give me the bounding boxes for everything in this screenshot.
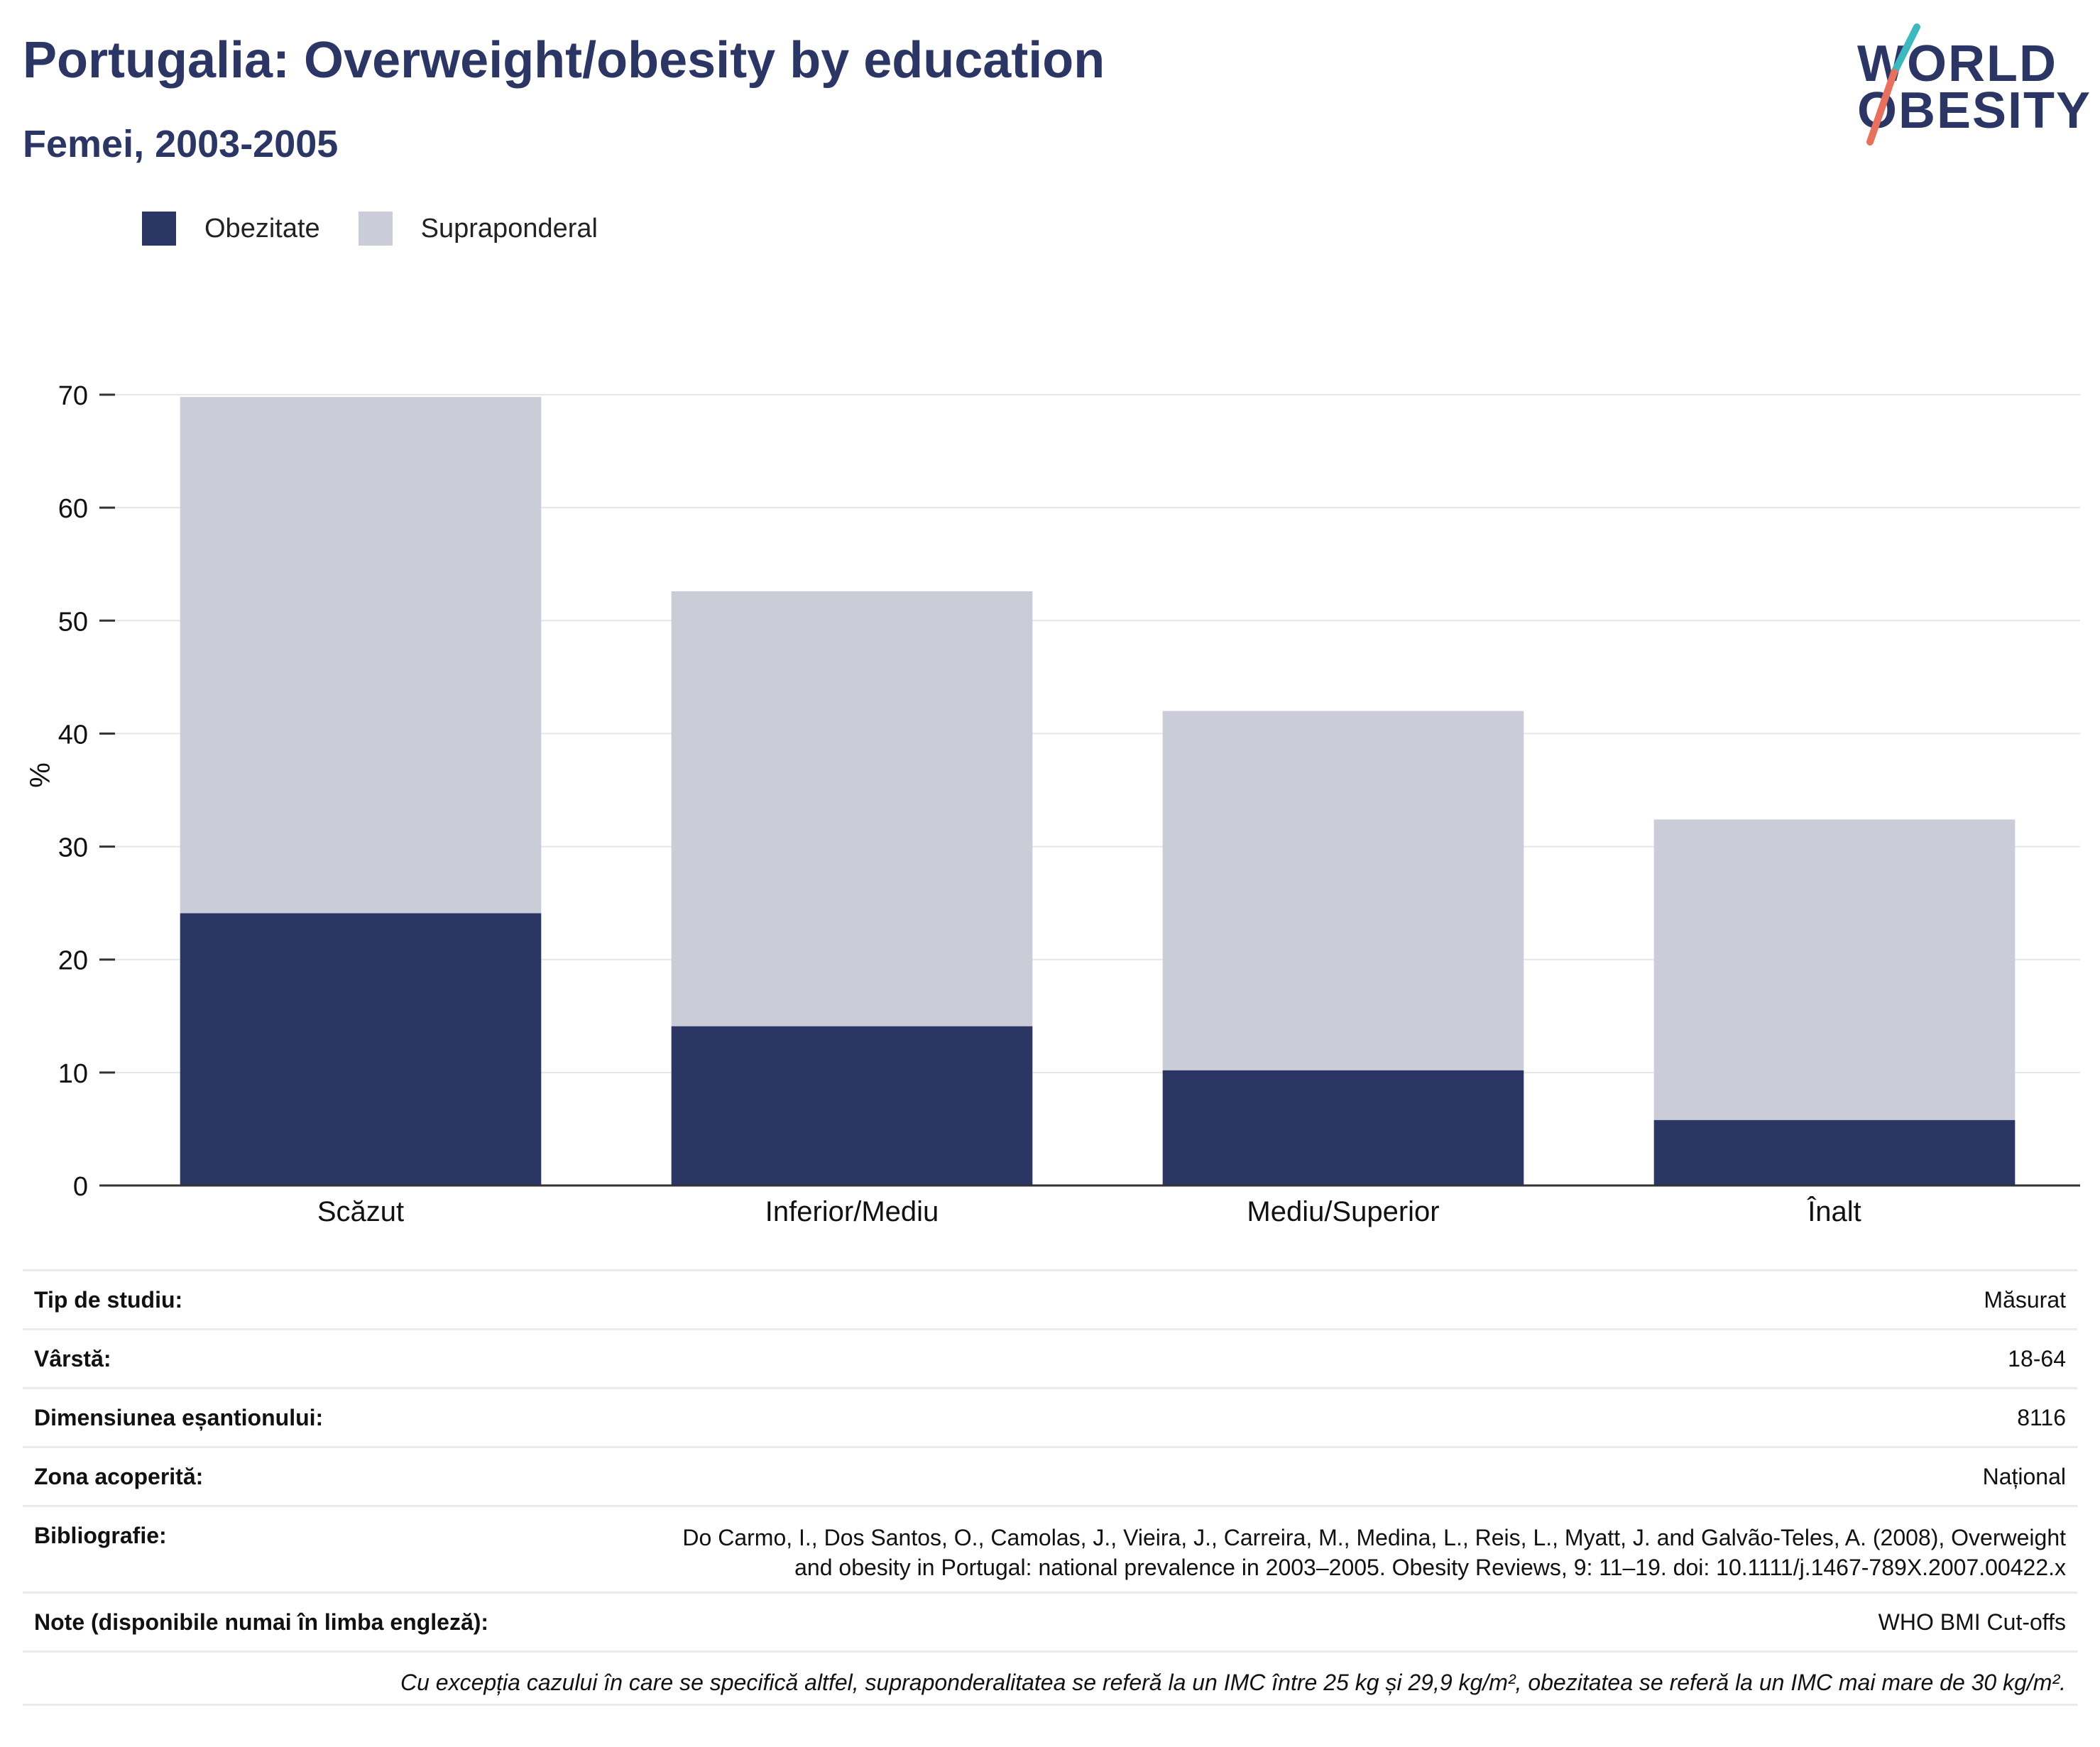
info-value: 18-64 — [2008, 1346, 2066, 1371]
y-axis-label: % — [25, 762, 56, 788]
info-label: Zona acoperită: — [34, 1463, 204, 1489]
info-value: Măsurat — [1984, 1287, 2066, 1313]
info-row-notes: Note (disponibile numai în limba engleză… — [23, 1592, 2077, 1650]
info-row-sample-size: Dimensiunea eșantionului: 8116 — [23, 1387, 2077, 1446]
info-label: Bibliografie: — [34, 1523, 167, 1548]
bar-supraponderal[interactable] — [1162, 711, 1524, 1070]
x-tick-labels: Scăzut Inferior/Mediu Mediu/Superior Înalt — [317, 1195, 1861, 1227]
legend-swatch-obezitate — [142, 212, 176, 246]
x-tick-label: Înalt — [1807, 1195, 1861, 1227]
footnote: Cu excepția cazului în care se specifică… — [23, 1650, 2077, 1706]
y-tick-label: 40 — [58, 720, 88, 750]
legend-label: Supraponderal — [420, 213, 598, 243]
bibliography-line: Do Carmo, I., Dos Santos, O., Camolas, J… — [682, 1525, 2066, 1550]
info-label: Vârstă: — [34, 1345, 111, 1371]
bars — [180, 397, 2016, 1185]
info-row-bibliography: Bibliografie: Do Carmo, I., Dos Santos, … — [23, 1505, 2077, 1592]
x-tick-label: Scăzut — [317, 1196, 404, 1227]
page-subtitle: Femei, 2003-2005 — [23, 123, 339, 165]
x-tick-label: Inferior/Mediu — [765, 1196, 939, 1227]
info-label: Dimensiunea eșantionului: — [34, 1404, 324, 1430]
bar-supraponderal[interactable] — [671, 591, 1033, 1026]
info-row-area: Zona acoperită: Național — [23, 1446, 2077, 1505]
y-tick-labels: 0 10 20 30 40 50 60 70 — [58, 381, 115, 1202]
legend-swatch-supraponderal — [358, 212, 393, 246]
legend-label: Obezitate — [204, 213, 320, 243]
y-tick-label: 30 — [58, 833, 88, 863]
info-value: 8116 — [2017, 1405, 2066, 1430]
legend-item-supraponderal[interactable]: Supraponderal — [358, 212, 598, 246]
y-tick-label: 20 — [58, 946, 88, 976]
bar-obezitate[interactable] — [671, 1026, 1033, 1185]
world-obesity-logo: WORLD OBESITY — [1839, 21, 2090, 149]
logo-text-obesity: OBESITY — [1857, 82, 2092, 139]
bar-supraponderal[interactable] — [180, 397, 542, 914]
bar-supraponderal[interactable] — [1653, 819, 2016, 1120]
page-title: Portugalia: Overweight/obesity by educat… — [23, 32, 1105, 89]
info-label: Tip de studiu: — [34, 1286, 183, 1313]
bar-chart: 0 10 20 30 40 50 60 70 Scăzut Inferior/Mediu Medi… — [25, 381, 2080, 1227]
y-tick-label: 60 — [58, 494, 88, 524]
logo-slash-icon — [1866, 23, 1920, 146]
x-tick-label: Mediu/Superior — [1247, 1196, 1439, 1227]
info-table: Tip de studiu: Măsurat Vârstă: 18-64 Dim… — [23, 1269, 2077, 1706]
y-tick-label: 10 — [58, 1059, 88, 1089]
info-label: Note (disponibile numai în limba engleză… — [34, 1609, 489, 1635]
y-tick-label: 0 — [73, 1172, 88, 1202]
info-row-age: Vârstă: 18-64 — [23, 1328, 2077, 1387]
y-tick-label: 50 — [58, 607, 88, 637]
bar-obezitate[interactable] — [1162, 1070, 1524, 1185]
info-value: Național — [1982, 1464, 2066, 1489]
bar-obezitate[interactable] — [1653, 1119, 2016, 1185]
legend-item-obezitate[interactable]: Obezitate — [142, 212, 320, 246]
info-value: WHO BMI Cut-offs — [1878, 1609, 2066, 1635]
y-tick-label: 70 — [58, 381, 88, 411]
info-row-study-type: Tip de studiu: Măsurat — [23, 1269, 2077, 1328]
info-value: Do Carmo, I., Dos Santos, O., Camolas, J… — [682, 1523, 2066, 1582]
bibliography-line: and obesity in Portugal: national preval… — [794, 1555, 2066, 1580]
bar-obezitate[interactable] — [180, 913, 542, 1185]
legend: Obezitate Supraponderal — [142, 211, 636, 246]
